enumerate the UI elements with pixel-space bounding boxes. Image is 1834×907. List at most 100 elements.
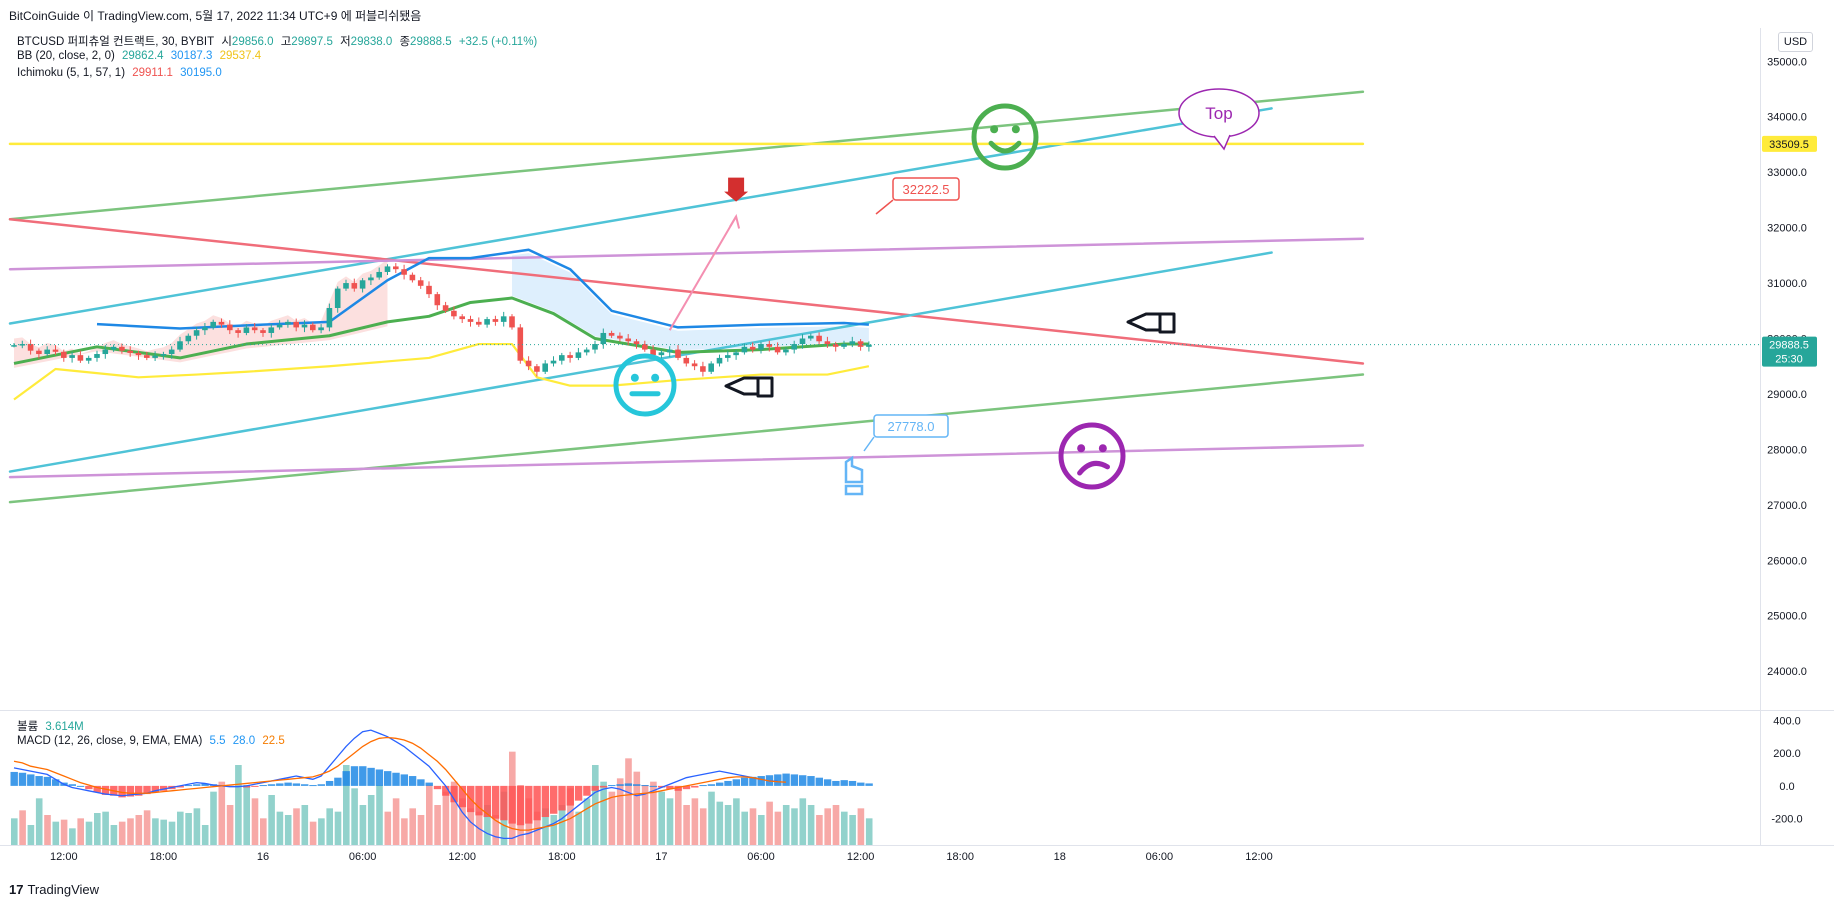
y-tick-label: 33000.0 [1767, 167, 1807, 179]
macd-histogram-bar [574, 785, 583, 801]
legend-macd-name: MACD (12, 26, close, 9, EMA, EMA) [17, 735, 203, 747]
macd-histogram-bar [276, 783, 284, 786]
volume-bar [392, 798, 400, 845]
volume-bar [35, 798, 43, 845]
candle [401, 269, 407, 275]
macd-histogram-bar [68, 784, 76, 786]
candle [301, 324, 308, 328]
candle [866, 344, 872, 347]
volume-bar [343, 765, 350, 845]
volume-bar [641, 785, 649, 845]
happy-face-icon-mouth [988, 140, 1022, 154]
candle [44, 349, 50, 355]
volume-bar [160, 819, 167, 845]
candle [177, 341, 183, 350]
volume-bar [450, 781, 458, 845]
macd-histogram-bar [740, 777, 749, 786]
volume-bar [691, 798, 699, 845]
volume-bar [376, 785, 383, 845]
macd-histogram-bar [159, 785, 168, 791]
candle [135, 352, 142, 356]
macd-histogram-bar [790, 774, 799, 786]
candle [11, 345, 17, 347]
candle [675, 349, 681, 358]
volume-bar [716, 801, 724, 845]
candle [36, 350, 42, 355]
candle [417, 280, 424, 286]
legend-bb-basis: 29862.4 [122, 50, 164, 62]
candle [783, 349, 789, 353]
last-price-label-bg [1762, 336, 1817, 367]
candle [202, 327, 208, 331]
x-tick-label: 06:00 [1146, 851, 1174, 863]
top-bubble-tail [1213, 134, 1231, 151]
macd-y-tick-label: 0.0 [1779, 781, 1794, 793]
macd-histogram-bar [674, 785, 682, 791]
macd-histogram-bar [583, 785, 591, 796]
candle [642, 344, 648, 350]
volume-bar [666, 798, 674, 845]
macd-histogram-bar [624, 783, 633, 786]
macd-histogram-bar [342, 771, 350, 786]
y-tick-label: 24000.0 [1767, 666, 1807, 678]
currency-button[interactable]: USD [1778, 32, 1813, 52]
y-tick-label: 31000.0 [1767, 278, 1807, 290]
candle [658, 352, 665, 356]
target-callout-box [892, 177, 960, 201]
cyan-upper-line [8, 107, 1273, 325]
arrow-shaft [668, 216, 737, 331]
y-tick-label: 26000.0 [1767, 555, 1807, 567]
macd-histogram-bar [500, 785, 508, 821]
volume-bar [401, 818, 408, 845]
volume-bar [600, 781, 607, 845]
candle [700, 366, 706, 372]
volume-bar [592, 765, 599, 845]
volume-bar [351, 788, 358, 845]
macd-histogram-bar [450, 785, 458, 803]
neutral-face-icon-face [613, 353, 677, 417]
candle [774, 346, 781, 353]
candle [235, 330, 241, 333]
candle [144, 355, 150, 358]
volume-bar [558, 805, 566, 845]
volume-bar [309, 821, 317, 845]
macd-histogram-bar [807, 776, 815, 786]
legend-low: 29838.0 [350, 36, 393, 48]
macd-histogram-bar [201, 783, 209, 786]
axes: 35000.034000.033000.032000.031000.030000… [50, 56, 1817, 863]
tradingview-logo[interactable]: 17 TradingView [9, 882, 99, 897]
happy-face-icon-eye [990, 125, 999, 134]
volume-bar [616, 778, 624, 845]
candle [442, 305, 449, 311]
volume-bar [699, 808, 707, 845]
candle [69, 355, 75, 358]
bollinger-bands [13, 248, 870, 401]
yellow-line-label: 33509.5 [1769, 139, 1809, 151]
candle [376, 271, 382, 278]
volume-bar [849, 815, 856, 845]
volume-bar [94, 813, 101, 845]
macd-histogram-bar [143, 785, 151, 795]
volume-bar [758, 815, 765, 845]
macd-histogram-bar [417, 779, 425, 786]
legend-low-label: 저 [340, 36, 351, 48]
volume-bar [27, 825, 35, 845]
candle [218, 321, 225, 325]
macd-histogram-bar [292, 783, 301, 786]
macd-histogram-bar [732, 779, 740, 786]
watermark-text: BitCoinGuide 이 TradingView.com, 5월 17, 2… [9, 9, 422, 23]
macd-histogram-bar [533, 785, 541, 821]
volume-bar [44, 815, 51, 845]
x-tick-label: 16 [257, 851, 269, 863]
grid [0, 28, 1834, 846]
volume-bar [334, 811, 342, 845]
macd-histogram-bar [458, 785, 467, 808]
macd-histogram-bar [301, 784, 309, 786]
macd-y-tick-label: 200.0 [1773, 748, 1801, 760]
candle [326, 308, 333, 328]
cyan-lower-line [8, 251, 1273, 473]
x-tick-label: 18:00 [548, 851, 576, 863]
candle [351, 283, 358, 289]
macd-histogram-bar [541, 785, 550, 818]
